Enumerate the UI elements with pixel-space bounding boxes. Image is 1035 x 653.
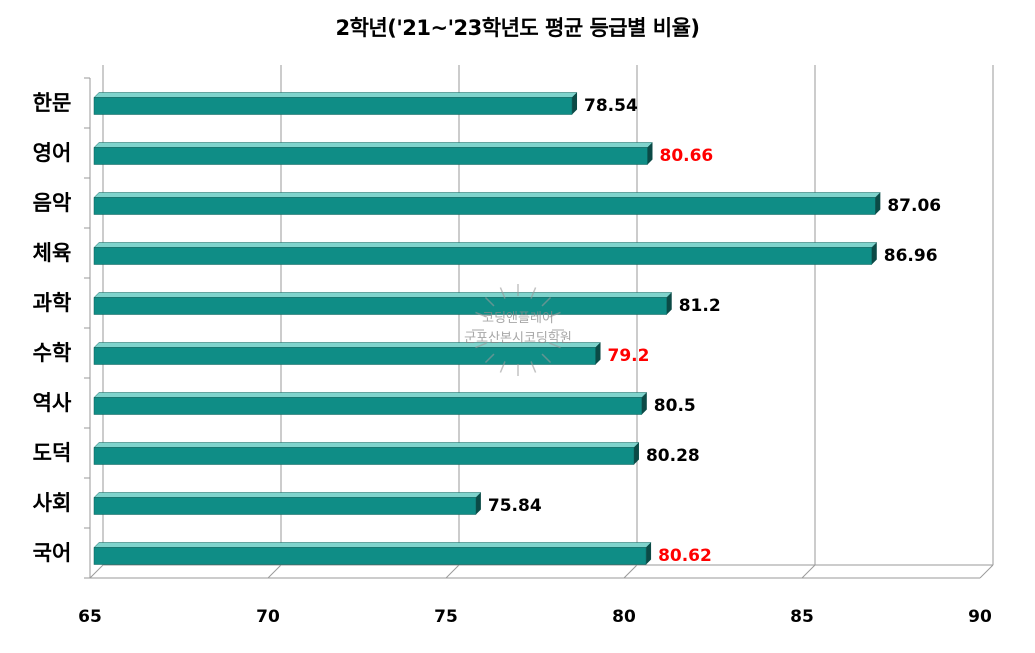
bar-side-face (475, 492, 481, 515)
labels-layer: 65 70 75 80 85 90 한문 78.54 영어 80.66 음악 87.06 체육 86.96… (33, 91, 992, 627)
bar (93, 442, 640, 465)
bar-front-face (93, 247, 873, 265)
bar-front-face (93, 297, 667, 315)
watermark-line-1: 코딩앤플레이 (482, 311, 554, 326)
x-tick-label: 70 (256, 607, 280, 627)
bar (93, 192, 881, 215)
x-tick-label: 85 (790, 607, 814, 627)
bar-side-face (647, 142, 653, 165)
watermark: 코딩앤플레이 군포산본시코딩학원 (464, 284, 572, 376)
watermark-ray (530, 361, 537, 373)
x-tick-label: 80 (612, 607, 636, 627)
bar-top-face (93, 442, 640, 448)
bar-front-face (93, 497, 477, 515)
floor-connector (801, 564, 816, 579)
bar (93, 292, 673, 315)
bar (93, 542, 652, 565)
watermark-ray (499, 361, 506, 373)
bar-front-face (93, 147, 648, 165)
floor-connector (267, 564, 282, 579)
bar-side-face (633, 442, 639, 465)
bar (93, 342, 602, 365)
x-tick-label: 65 (78, 607, 102, 627)
chart-title: 2학년('21~'23학년도 평균 등급별 비율) (335, 16, 700, 40)
bar-side-face (646, 542, 652, 565)
floor-connector (623, 564, 638, 579)
y-category-label: 국어 (33, 541, 72, 565)
bar-top-face (93, 292, 673, 298)
y-category-label: 음악 (33, 191, 72, 215)
watermark-ray (530, 287, 537, 299)
watermark-ray (549, 311, 561, 318)
data-label: 86.96 (884, 246, 938, 266)
watermark-sun-icon (472, 284, 564, 376)
bar-top-face (93, 192, 881, 198)
y-category-label: 수학 (33, 341, 72, 365)
bar-top-face (93, 92, 578, 98)
watermark-ray (549, 342, 561, 349)
data-label: 80.5 (654, 396, 696, 416)
y-category-label: 체육 (33, 241, 72, 265)
data-label: 81.2 (679, 296, 721, 316)
bar-side-face (871, 242, 877, 265)
bar-front-face (93, 397, 643, 415)
bar-top-face (93, 242, 878, 248)
watermark-ray (541, 296, 552, 307)
watermark-ray (484, 353, 495, 364)
y-category-label: 역사 (33, 391, 72, 415)
y-category-label: 한문 (33, 91, 72, 115)
bar-front-face (93, 547, 647, 565)
bar-side-face (595, 342, 601, 365)
bar-side-face (666, 292, 672, 315)
bar (93, 92, 578, 115)
bar-side-face (572, 92, 578, 115)
data-label: 80.28 (646, 446, 700, 466)
data-label: 75.84 (488, 496, 542, 516)
y-category-label: 사회 (33, 491, 72, 515)
floor-connector (89, 564, 104, 579)
watermark-ray (475, 311, 487, 318)
watermark-ray (484, 296, 495, 307)
bar-front-face (93, 197, 876, 215)
bar-front-face (93, 447, 635, 465)
watermark-ray (499, 287, 506, 299)
bar-top-face (93, 392, 648, 398)
bar (93, 142, 654, 165)
x-tick-label: 75 (434, 607, 458, 627)
bar-front-face (93, 347, 596, 365)
y-category-label: 영어 (33, 141, 72, 165)
bar-side-face (641, 392, 647, 415)
data-label: 80.66 (659, 146, 713, 166)
bar-top-face (93, 492, 482, 498)
bar (93, 242, 878, 265)
bars-layer (93, 92, 881, 565)
data-label: 80.62 (658, 546, 712, 566)
bar-side-face (875, 192, 881, 215)
watermark-ray (541, 353, 552, 364)
bar (93, 492, 482, 515)
data-label: 79.2 (608, 346, 650, 366)
watermark-ray (475, 342, 487, 349)
bar-front-face (93, 97, 573, 115)
y-category-label: 과학 (33, 291, 72, 315)
floor-connector (979, 564, 994, 579)
floor-connector (445, 564, 460, 579)
data-label: 87.06 (887, 196, 941, 216)
y-category-label: 도덕 (33, 441, 72, 465)
bar-top-face (93, 142, 654, 148)
bar-top-face (93, 542, 652, 548)
x-tick-label: 90 (968, 607, 992, 627)
data-label: 78.54 (584, 96, 638, 116)
bar (93, 392, 648, 415)
watermark-line-2: 군포산본시코딩학원 (464, 331, 572, 346)
